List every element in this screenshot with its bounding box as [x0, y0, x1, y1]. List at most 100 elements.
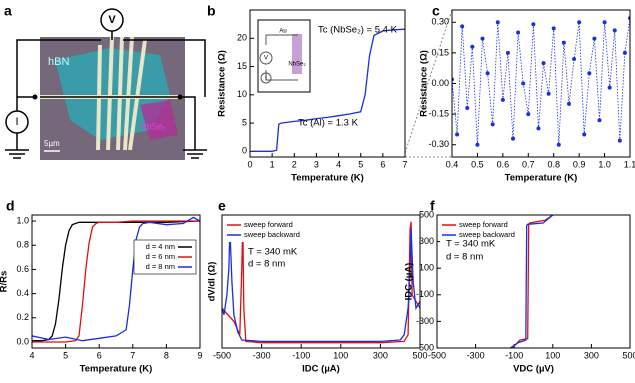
x-axis-title: Temperature (K): [80, 364, 153, 375]
plot-frame: [31, 214, 201, 349]
inset: [257, 19, 311, 93]
panel-label: b: [207, 3, 216, 19]
y-tick-label: 10: [237, 89, 247, 99]
nbse2-flake: [140, 100, 178, 140]
marker: [455, 132, 460, 137]
marker: [556, 142, 561, 147]
x-axis-title: VDC (µV): [513, 364, 554, 375]
annotation: Au: [279, 29, 286, 35]
series-line: [32, 216, 200, 342]
y-tick-label: 0.8: [16, 240, 29, 250]
plot-area: [509, 215, 554, 348]
annotation: d = 8 nm: [446, 252, 483, 263]
legend-label: d = 8 nm: [146, 262, 175, 271]
y-tick-label: 15: [237, 61, 247, 71]
series-line: [452, 18, 630, 145]
plot-frame: [221, 214, 421, 349]
x-tick-label: 5: [358, 159, 363, 169]
y-axis-title: Resistance (Ω): [419, 50, 430, 117]
y-tick-label: -300: [416, 316, 434, 326]
x-tick-label: 8: [164, 350, 169, 360]
x-tick-label: 500: [412, 350, 427, 360]
x-tick-label: 1.1: [624, 159, 635, 169]
x-tick-label: 0.7: [522, 159, 535, 169]
marker: [500, 97, 505, 102]
x-tick-label: 0.5: [471, 159, 484, 169]
marker: [460, 24, 465, 29]
x-tick-label: -500: [428, 350, 446, 360]
marker: [551, 26, 556, 31]
plot-frame: [249, 9, 406, 158]
y-tick-label: -0.30: [428, 139, 449, 149]
x-tick-label: 1: [270, 159, 275, 169]
x-tick-label: 0: [247, 159, 252, 169]
plot-area: [222, 221, 420, 344]
y-tick-label: 300: [419, 236, 434, 246]
series-line: [222, 228, 420, 343]
marker: [526, 112, 531, 117]
marker: [480, 36, 485, 41]
marker: [465, 106, 470, 110]
plot-area: [32, 216, 200, 343]
x-tick-label: 0.6: [497, 159, 510, 169]
y-axis-title: Resistance (Ω): [217, 50, 228, 117]
y-tick-label: 100: [419, 263, 434, 273]
x-tick-label: -300: [253, 350, 271, 360]
y-axis-title: dV/dI (Ω): [207, 262, 218, 302]
y-tick-label: 5: [242, 117, 247, 127]
marker: [582, 132, 587, 137]
x-tick-label: 0.4: [446, 159, 459, 169]
marker: [490, 122, 495, 127]
marker: [587, 71, 592, 76]
series-line: [511, 215, 554, 348]
plot-frame: [436, 214, 631, 349]
y-tick-label: 20: [237, 33, 247, 43]
x-tick-label: 4: [29, 350, 34, 360]
plot-area: [252, 28, 405, 152]
x-tick-label: 0.8: [547, 159, 560, 169]
plot-frame: [451, 9, 631, 158]
y-tick-label: 0.00: [431, 78, 449, 88]
x-tick-label: 2: [292, 159, 297, 169]
x-tick-label: 1.0: [598, 159, 611, 169]
marker: [602, 20, 607, 25]
x-tick-label: 4: [336, 159, 341, 169]
marker: [475, 142, 480, 147]
node: [177, 94, 183, 100]
legend-box: [440, 218, 502, 242]
legend-label: d = 4 nm: [146, 242, 175, 251]
x-tick-label: 3: [314, 159, 319, 169]
x-tick-label: 300: [373, 350, 388, 360]
annotation: Tc (Al) = 1.3 K: [298, 118, 359, 129]
series-line: [32, 220, 200, 342]
x-tick-label: 7: [402, 159, 407, 169]
x-tick-label: -500: [213, 350, 231, 360]
panel-a: a V I hBN NbSe₂ 5µm: [4, 3, 207, 160]
marker: [566, 101, 571, 106]
marker: [470, 44, 475, 49]
panel-label: f: [430, 198, 435, 214]
hbn-label: hBN: [48, 56, 69, 68]
annotation: T = 340 mK: [248, 247, 298, 258]
series-line: [32, 220, 200, 343]
marker: [505, 50, 510, 55]
y-tick-label: -100: [416, 289, 434, 299]
marker: [511, 136, 516, 141]
legend-label: d = 6 nm: [146, 252, 175, 261]
y-tick-label: 0.0: [16, 336, 29, 346]
y-tick-label: 0.15: [431, 47, 449, 57]
panel-label: c: [432, 3, 440, 19]
y-tick-label: 1.0: [16, 215, 29, 225]
annotation: NbSe₂: [288, 62, 306, 68]
x-axis-title: IDC (µA): [302, 364, 340, 375]
x-tick-label: -100: [292, 350, 310, 360]
annotation: T = 340 mK: [446, 239, 496, 250]
marker: [597, 118, 602, 123]
x-tick-label: 300: [584, 350, 599, 360]
y-tick-label: 0: [242, 146, 247, 156]
marker: [561, 40, 566, 45]
annotation: Tc (NbSe₂) = 5.4 K: [318, 25, 398, 36]
y-tick-label: 0.2: [16, 312, 29, 322]
series-line: [252, 28, 405, 152]
